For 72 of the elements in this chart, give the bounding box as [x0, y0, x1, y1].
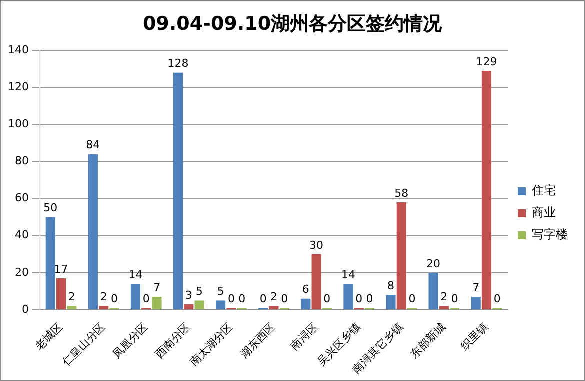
bar: [312, 254, 322, 310]
data-label: 0: [110, 292, 118, 306]
legend-label: 商业: [532, 206, 556, 220]
bar: [88, 154, 98, 310]
bar: [152, 297, 162, 310]
x-tick-label: 东部新城: [408, 320, 448, 361]
bar: [386, 295, 396, 310]
data-label: 7: [472, 281, 480, 294]
bar: [301, 298, 311, 310]
bar: [344, 284, 354, 310]
bar: [194, 300, 204, 310]
data-label: 50: [44, 202, 58, 215]
chart-title: 09.04-09.10湖州各分区签约情况: [142, 12, 444, 37]
data-label: 14: [128, 268, 143, 282]
data-label: 0: [324, 292, 331, 306]
legend-label: 住宅: [531, 184, 556, 198]
data-label: 0: [356, 292, 363, 306]
data-label: 129: [476, 55, 498, 68]
data-label: 0: [451, 292, 458, 306]
data-label: 2: [68, 290, 76, 304]
data-label: 58: [394, 186, 409, 200]
bar: [99, 306, 109, 310]
x-tick-label: 老城区: [32, 320, 66, 354]
data-label: 20: [426, 257, 441, 270]
data-label: 17: [54, 262, 68, 276]
data-label: 0: [228, 292, 235, 306]
legend-label: 写字楼: [532, 228, 568, 242]
bar: [471, 297, 481, 310]
y-tick-label: 60: [14, 192, 29, 205]
data-label: 0: [142, 292, 150, 306]
data-label: 5: [196, 285, 204, 298]
data-label: 0: [281, 292, 288, 306]
data-label: 30: [310, 238, 324, 252]
bar: [184, 304, 194, 310]
data-label: 2: [100, 290, 108, 304]
bar: [216, 300, 226, 310]
bar: [396, 202, 406, 310]
data-label: 6: [302, 283, 310, 296]
data-label: 0: [238, 292, 246, 306]
data-label: 0: [260, 292, 267, 306]
bar: [56, 278, 66, 310]
data-label: 0: [494, 292, 501, 306]
data-label: 0: [366, 292, 374, 306]
data-label: 128: [168, 57, 189, 70]
y-tick-label: 120: [8, 80, 29, 94]
data-label: 8: [388, 280, 394, 293]
x-tick-label: 凤凰分区: [110, 320, 151, 361]
bar: [482, 70, 492, 310]
data-label: 5: [217, 285, 224, 298]
bar: [46, 217, 56, 310]
data-label: 7: [153, 281, 160, 294]
x-tick-label: 织里镇: [458, 320, 491, 354]
bar: [439, 306, 449, 310]
bar: [173, 72, 184, 310]
data-label: 14: [341, 268, 356, 282]
y-tick-label: 20: [14, 266, 29, 279]
bar: [269, 306, 279, 310]
y-tick-label: 80: [14, 154, 29, 168]
bar: [428, 272, 438, 310]
y-tick-label: 100: [8, 118, 29, 131]
x-tick-label: 湖东西区: [238, 320, 278, 361]
data-label: 84: [86, 138, 100, 152]
data-label: 2: [440, 290, 448, 304]
data-label: 0: [408, 292, 416, 306]
bar: [67, 306, 77, 310]
data-label: 2: [270, 290, 278, 304]
y-tick-label: 140: [8, 43, 29, 56]
y-tick-label: 40: [14, 228, 29, 242]
bar: [130, 284, 141, 310]
y-tick-label: 0: [22, 302, 29, 316]
data-label: 3: [185, 288, 192, 302]
x-tick-label: 南浔区: [288, 320, 321, 354]
